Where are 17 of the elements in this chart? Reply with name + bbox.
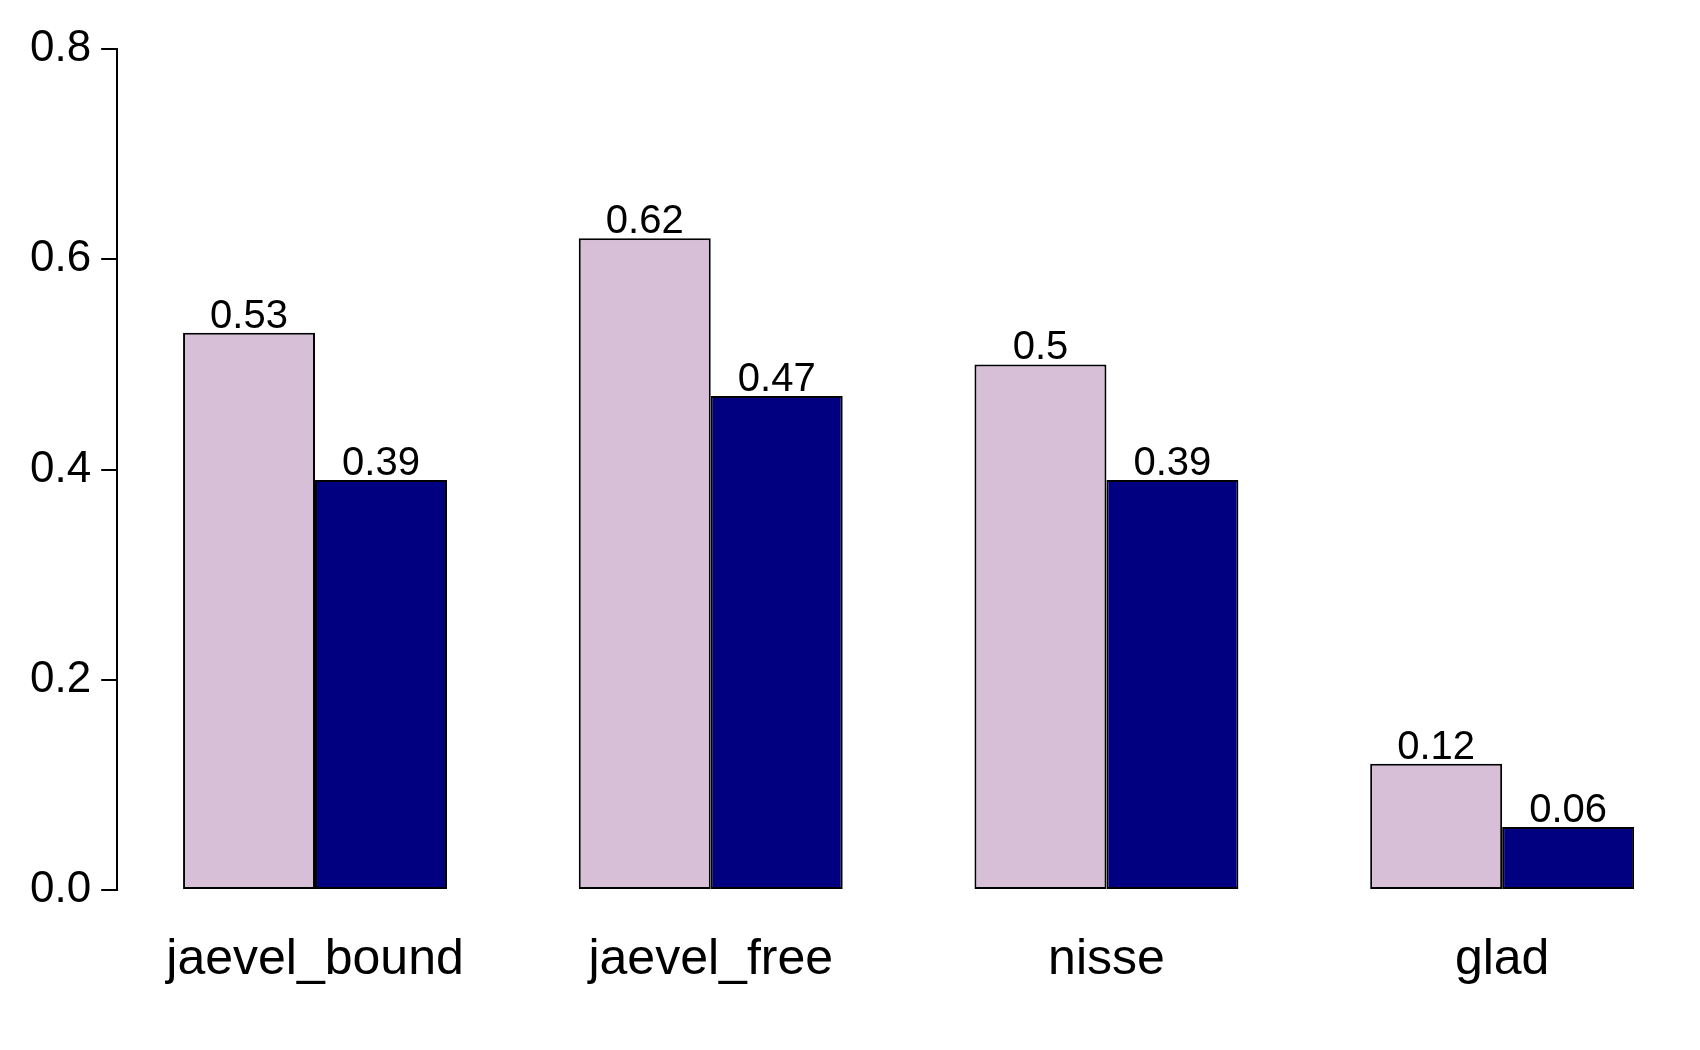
data-label: 0.53: [210, 291, 288, 336]
y-tick-label: 0.8: [29, 21, 92, 71]
x-tick-label: jaevel_free: [586, 928, 834, 985]
data-label: 0.47: [737, 354, 816, 399]
y-tick-label: 0.6: [29, 231, 92, 281]
data-label: 0.39: [342, 439, 420, 484]
x-tick-label: glad: [1454, 928, 1550, 985]
data-label: 0.62: [605, 197, 684, 242]
data-label: 0.06: [1529, 785, 1608, 830]
data-label: 0.12: [1397, 722, 1476, 767]
data-label: 0.5: [1012, 323, 1069, 368]
data-label: 0.39: [1133, 439, 1212, 484]
y-tick-label: 0.4: [29, 441, 92, 491]
y-tick-label: 0.2: [29, 651, 92, 701]
x-tick-label: jaevel_bound: [164, 928, 464, 985]
y-tick-label: 0.0: [29, 862, 92, 912]
x-tick-label: nisse: [1048, 928, 1165, 985]
